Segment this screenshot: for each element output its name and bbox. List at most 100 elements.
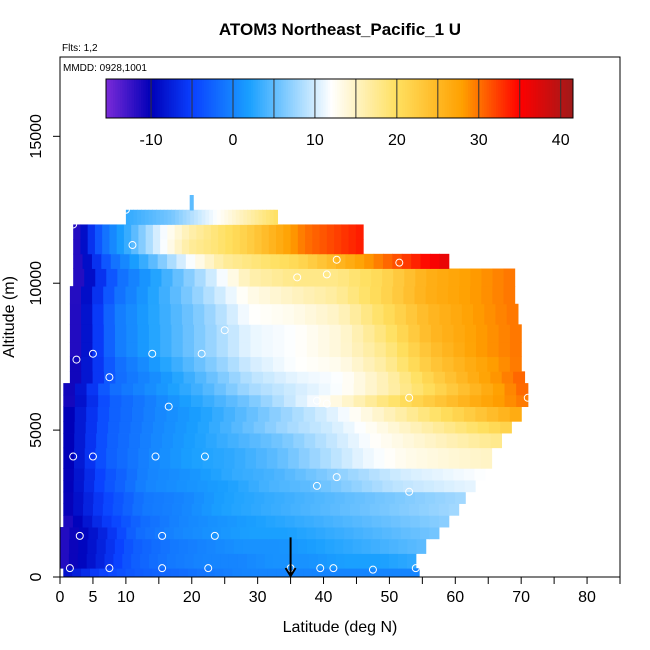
- heatmap-cell: [422, 371, 435, 384]
- heatmap-cell: [345, 253, 356, 269]
- heatmap-cell: [351, 480, 363, 493]
- heatmap-cell: [309, 447, 321, 469]
- heatmap-cell: [452, 406, 465, 422]
- heatmap-cell: [327, 303, 340, 325]
- heatmap-cell: [290, 503, 302, 516]
- heatmap-cell: [270, 503, 282, 516]
- heatmap-cell: [196, 239, 205, 255]
- colorbar-swatch: [281, 79, 284, 118]
- heatmap-cell: [340, 341, 353, 358]
- heatmap-cell: [150, 433, 163, 449]
- heatmap-cell: [258, 527, 269, 540]
- heatmap-cell: [249, 303, 261, 325]
- heatmap-cell: [130, 515, 141, 528]
- y-tick-label: 10000: [28, 261, 45, 306]
- heatmap-cell: [121, 383, 134, 396]
- x-tick-label: 70: [512, 589, 530, 606]
- heatmap-cell: [410, 568, 420, 578]
- heatmap-cell: [242, 253, 253, 269]
- heatmap-cell: [228, 480, 239, 493]
- heatmap-cell: [73, 503, 84, 516]
- heatmap-cell: [329, 341, 342, 358]
- heatmap-cell: [408, 356, 421, 372]
- colorbar-swatch: [204, 79, 207, 118]
- colorbar-swatch: [253, 79, 256, 118]
- heatmap-cell: [117, 268, 129, 287]
- heatmap-cell: [186, 209, 191, 225]
- heatmap-cell: [63, 468, 75, 481]
- colorbar-swatch: [127, 79, 130, 118]
- colorbar-swatch: [481, 79, 485, 118]
- heatmap-cell: [200, 406, 213, 422]
- heatmap-cell: [435, 491, 446, 504]
- colorbar-swatch: [157, 79, 161, 118]
- heatmap-cell: [214, 491, 225, 504]
- heatmap-cell: [314, 491, 326, 504]
- heatmap-cell: [339, 568, 349, 578]
- heatmap-cell: [232, 253, 243, 269]
- heatmap-cell: [477, 421, 490, 434]
- heatmap-cell: [129, 209, 135, 225]
- colorbar-tick-label: 40: [552, 132, 570, 149]
- heatmap-cell: [166, 406, 179, 422]
- heatmap-cell: [237, 303, 250, 325]
- heatmap-cell: [197, 209, 203, 225]
- sample-point: [312, 396, 321, 405]
- colorbar-swatch: [460, 79, 464, 118]
- heatmap-cell: [87, 538, 98, 554]
- heatmap-cell: [509, 324, 522, 343]
- heatmap-cell: [210, 239, 219, 255]
- heatmap-cell: [63, 503, 74, 516]
- heatmap-cell: [239, 527, 251, 540]
- heatmap-cell: [363, 324, 376, 343]
- heatmap-cell: [324, 491, 336, 504]
- heatmap-cell: [181, 224, 190, 240]
- heatmap-cell: [495, 303, 508, 325]
- heatmap-cell: [353, 394, 366, 408]
- heatmap-cell: [360, 406, 373, 422]
- heatmap-cell: [63, 406, 76, 422]
- heatmap-cell: [214, 253, 224, 269]
- heatmap-cell: [382, 268, 394, 287]
- sample-point: [332, 255, 341, 264]
- heatmap-cell: [131, 239, 139, 255]
- heatmap-cell: [290, 239, 299, 255]
- colorbar-swatch: [561, 79, 565, 118]
- heatmap-cell: [423, 394, 436, 408]
- heatmap-cell: [248, 480, 260, 493]
- heatmap-cell: [284, 341, 297, 358]
- sample-point: [322, 270, 331, 279]
- heatmap-cell: [419, 356, 432, 372]
- heatmap-cell: [374, 491, 386, 504]
- colorbar-swatch: [129, 79, 133, 118]
- colorbar-swatch: [523, 79, 527, 118]
- heatmap-cell: [509, 356, 522, 372]
- heatmap-cell: [297, 371, 310, 384]
- heatmap-cell: [326, 468, 338, 481]
- heatmap-cell: [326, 268, 339, 287]
- heatmap-cell: [80, 224, 89, 240]
- heatmap-cell: [381, 286, 393, 305]
- colorbar-swatch: [341, 79, 345, 118]
- heatmap-cell: [187, 568, 198, 578]
- heatmap-cell: [63, 433, 75, 449]
- heatmap-cell: [174, 224, 183, 240]
- colorbar-swatch: [505, 79, 509, 118]
- heatmap-cell: [406, 406, 419, 422]
- heatmap-cell: [413, 433, 426, 449]
- heatmap-cell: [216, 356, 229, 372]
- colorbar-swatch: [264, 79, 268, 118]
- heatmap-cell: [114, 480, 126, 493]
- heatmap-cell: [423, 383, 436, 396]
- heatmap-cell: [351, 324, 364, 343]
- heatmap-cell: [134, 568, 144, 578]
- heatmap-cell: [314, 286, 327, 305]
- heatmap-cell: [360, 268, 372, 287]
- heatmap-cell: [373, 253, 384, 269]
- colorbar-swatch: [292, 79, 296, 118]
- heatmap-cell: [81, 341, 94, 358]
- heatmap-cell: [260, 394, 273, 408]
- sample-point: [105, 564, 114, 573]
- heatmap-cell: [293, 268, 306, 287]
- heatmap-cell: [305, 239, 313, 255]
